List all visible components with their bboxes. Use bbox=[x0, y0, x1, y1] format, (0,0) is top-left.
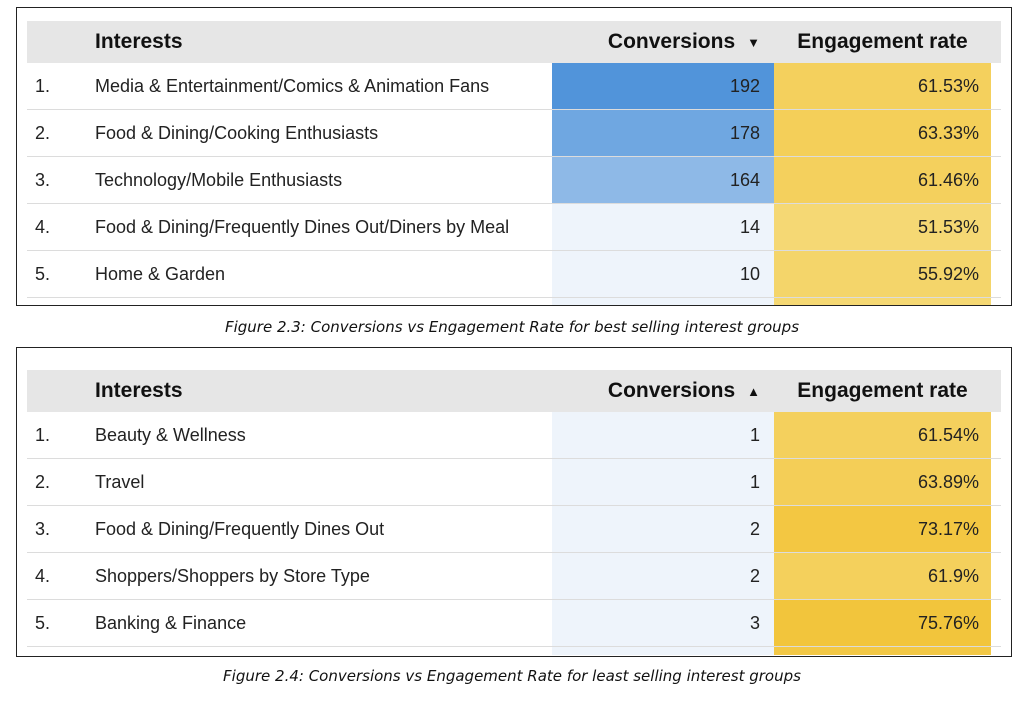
row-index: 4. bbox=[35, 565, 51, 586]
row-engagement: 55.92% bbox=[774, 251, 991, 297]
row-interest: Food & Dining/Cooking Enthusiasts bbox=[95, 122, 379, 143]
row-index: 1. bbox=[35, 424, 51, 445]
row-conversions: 2 bbox=[552, 506, 774, 552]
table-header: Interests Conversions ▼ Engagement rate bbox=[27, 21, 1001, 63]
row-conversions: 1 bbox=[552, 459, 774, 505]
table-row[interactable]: 2. Food & Dining/Cooking Enthusiasts 178 63… bbox=[27, 110, 1001, 157]
header-engagement[interactable]: Engagement rate bbox=[797, 379, 968, 402]
row-interest: Home & Garden bbox=[95, 263, 226, 284]
best-selling-table: Interests Conversions ▼ Engagement rate … bbox=[27, 21, 1001, 305]
sort-ascending-icon[interactable]: ▲ bbox=[747, 383, 760, 399]
row-index: 5. bbox=[35, 612, 51, 633]
row-interest: Banking & Finance bbox=[95, 612, 247, 633]
table-row[interactable]: 4. Shoppers/Shoppers by Store Type 2 61.9% bbox=[27, 553, 1001, 600]
table-body: 1. Media & Entertainment/Comics & Animati… bbox=[27, 63, 1001, 298]
row-interest: Media & Entertainment/Comics & Animation… bbox=[95, 75, 490, 96]
table-row[interactable]: 5. Banking & Finance 3 75.76% bbox=[27, 600, 1001, 647]
table-row[interactable]: 3. Technology/Mobile Enthusiasts 164 61.46% bbox=[27, 157, 1001, 204]
row-engagement: 75.76% bbox=[774, 600, 991, 646]
table-row-stub bbox=[27, 298, 1001, 305]
row-interest: Technology/Mobile Enthusiasts bbox=[95, 169, 343, 190]
row-conversions: 2 bbox=[552, 553, 774, 599]
table-row[interactable]: 3. Food & Dining/Frequently Dines Out 2 73.… bbox=[27, 506, 1001, 553]
header-interests[interactable]: Interests bbox=[95, 379, 183, 402]
table-row[interactable]: 5. Home & Garden 10 55.92% bbox=[27, 251, 1001, 298]
row-index: 2. bbox=[35, 122, 51, 143]
figure-caption: Figure 2.4: Conversions vs Engagement Ra… bbox=[223, 667, 801, 685]
row-conversions: 3 bbox=[552, 600, 774, 646]
row-engagement: 63.33% bbox=[774, 110, 991, 156]
row-index: 5. bbox=[35, 263, 51, 284]
least-selling-table: Interests Conversions ▲ Engagement rate … bbox=[27, 370, 1001, 655]
header-conversions[interactable]: Conversions ▲ bbox=[552, 370, 774, 412]
row-conversions: 192 bbox=[552, 63, 774, 109]
row-engagement: 61.54% bbox=[774, 412, 991, 458]
table-row[interactable]: 4. Food & Dining/Frequently Dines Out/Din… bbox=[27, 204, 1001, 251]
header-interests[interactable]: Interests bbox=[95, 30, 183, 53]
row-interest: Beauty & Wellness bbox=[95, 424, 246, 445]
table-row-stub bbox=[27, 647, 1001, 655]
table-row[interactable]: 1. Beauty & Wellness 1 61.54% bbox=[27, 412, 1001, 459]
row-interest: Food & Dining/Frequently Dines Out/Diner… bbox=[95, 216, 510, 237]
row-index: 3. bbox=[35, 169, 51, 190]
sort-descending-icon[interactable]: ▼ bbox=[747, 34, 760, 50]
row-interest: Travel bbox=[95, 471, 145, 492]
row-conversions: 164 bbox=[552, 157, 774, 203]
row-engagement: 51.53% bbox=[774, 204, 991, 250]
row-engagement: 61.46% bbox=[774, 157, 991, 203]
row-index: 4. bbox=[35, 216, 51, 237]
table-header: Interests Conversions ▲ Engagement rate bbox=[27, 370, 1001, 412]
header-conversions-label: Conversions bbox=[607, 379, 736, 402]
row-index: 3. bbox=[35, 518, 51, 539]
row-engagement: 61.53% bbox=[774, 63, 991, 109]
row-conversions: 1 bbox=[552, 412, 774, 458]
row-conversions: 14 bbox=[552, 204, 774, 250]
header-engagement[interactable]: Engagement rate bbox=[797, 30, 968, 53]
header-conversions-label: Conversions bbox=[607, 30, 736, 53]
figure-caption: Figure 2.3: Conversions vs Engagement Ra… bbox=[224, 318, 800, 336]
row-interest: Shoppers/Shoppers by Store Type bbox=[95, 565, 370, 586]
least-selling-table-panel: Interests Conversions ▲ Engagement rate … bbox=[16, 347, 1012, 657]
row-engagement: 63.89% bbox=[774, 459, 991, 505]
table-row[interactable]: 1. Media & Entertainment/Comics & Animati… bbox=[27, 63, 1001, 110]
table-row[interactable]: 2. Travel 1 63.89% bbox=[27, 459, 1001, 506]
table-body: 1. Beauty & Wellness 1 61.54% 2. Travel 1 63.89… bbox=[27, 412, 1001, 647]
row-engagement: 61.9% bbox=[774, 553, 991, 599]
best-selling-table-panel: Interests Conversions ▼ Engagement rate … bbox=[16, 7, 1012, 306]
row-index: 1. bbox=[35, 75, 51, 96]
row-interest: Food & Dining/Frequently Dines Out bbox=[95, 518, 385, 539]
row-index: 2. bbox=[35, 471, 51, 492]
row-engagement: 73.17% bbox=[774, 506, 991, 552]
row-conversions: 10 bbox=[552, 251, 774, 297]
header-conversions[interactable]: Conversions ▼ bbox=[552, 21, 774, 63]
row-conversions: 178 bbox=[552, 110, 774, 156]
